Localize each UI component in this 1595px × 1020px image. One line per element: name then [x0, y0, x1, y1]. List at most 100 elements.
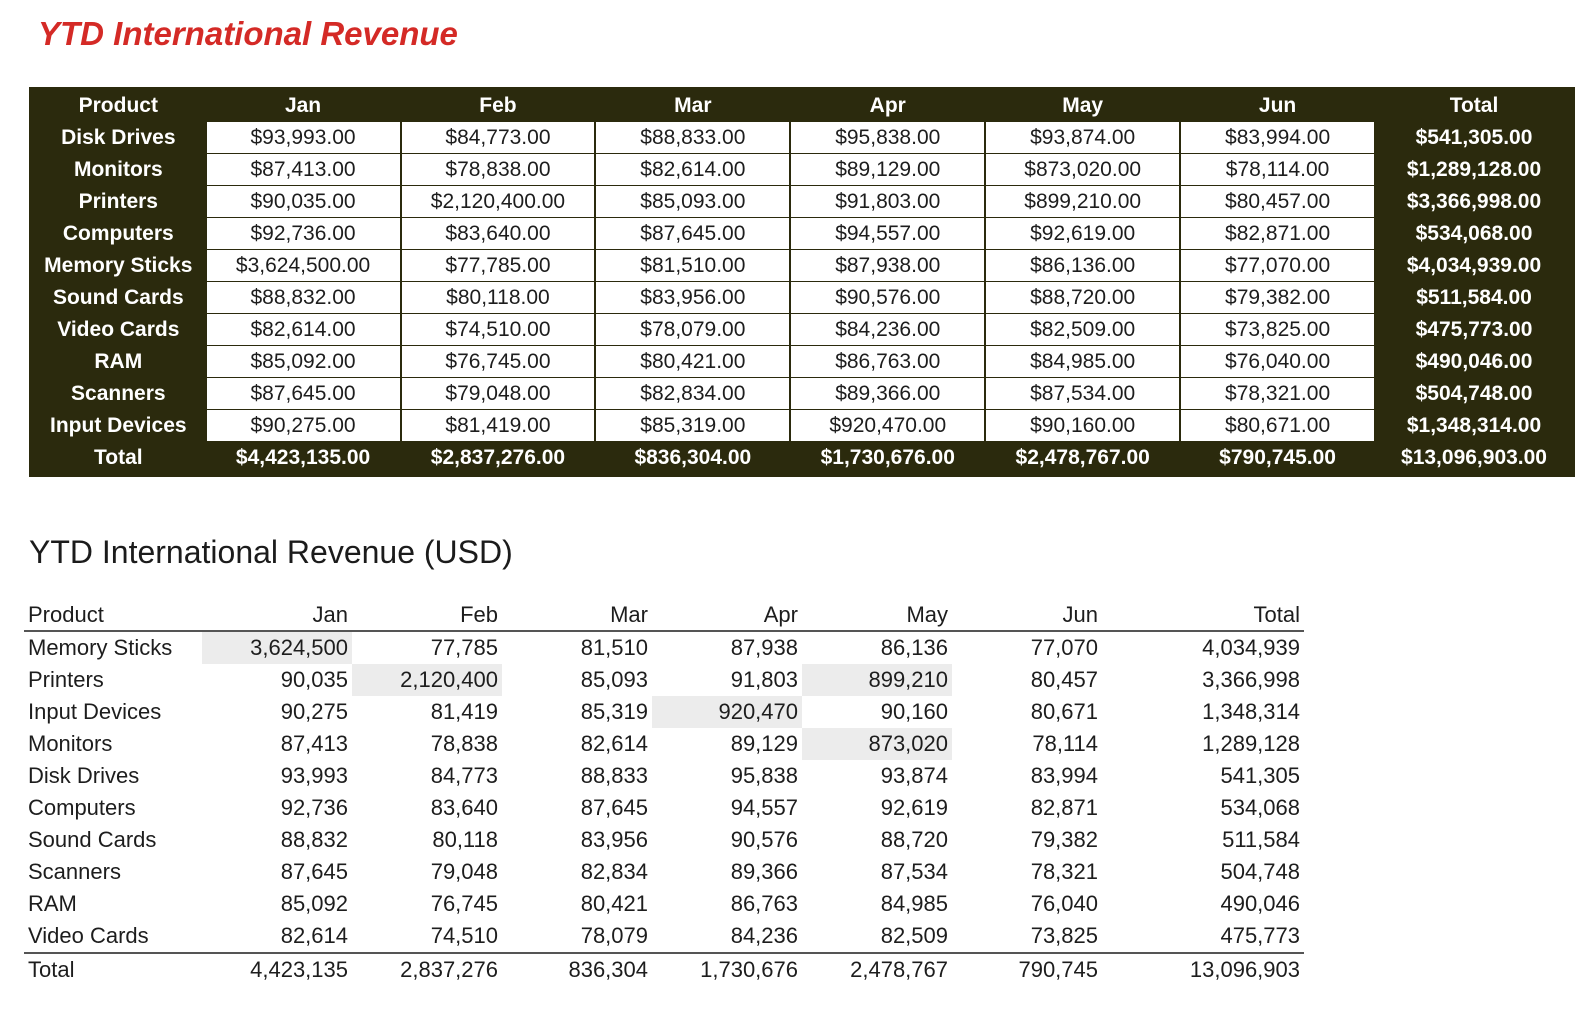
revenue-cell: 80,457 — [1030, 667, 1098, 692]
row-total-cell: $475,773.00 — [1376, 314, 1572, 346]
revenue-cell: 93,874 — [880, 763, 948, 788]
row-total-cell: 534,068 — [1220, 795, 1300, 820]
revenue-cell: $84,236.00 — [791, 314, 987, 346]
row-total-cell: 4,034,939 — [1202, 635, 1300, 660]
row-total-cell: 511,584 — [1222, 827, 1300, 852]
product-name-cell: Computers — [32, 218, 207, 250]
table-row: Disk Drives $93,993.00 $84,773.00 $88,833.0… — [32, 122, 1572, 154]
column-header: Mar — [596, 90, 792, 122]
revenue-cell: $85,093.00 — [596, 186, 792, 218]
revenue-cell: 84,236 — [730, 923, 798, 948]
revenue-cell: $92,619.00 — [986, 218, 1182, 250]
revenue-cell: $873,020.00 — [986, 154, 1182, 186]
revenue-cell: $82,614.00 — [596, 154, 792, 186]
revenue-cell: 87,645 — [580, 795, 648, 820]
revenue-cell: 90,576 — [730, 827, 798, 852]
row-total-cell: $4,034,939.00 — [1376, 250, 1572, 282]
column-header: Total — [1376, 90, 1572, 122]
table-header-row: Product Jan Feb Mar Apr May Jun Total — [32, 90, 1572, 122]
row-total-cell: $490,046.00 — [1376, 346, 1572, 378]
table-header-row: Product Jan Feb Mar Apr May Jun Total — [24, 600, 1304, 632]
revenue-cell: $78,079.00 — [596, 314, 792, 346]
column-header: May — [986, 90, 1182, 122]
revenue-cell: 94,557 — [730, 795, 798, 820]
revenue-cell: $87,645.00 — [206, 378, 402, 410]
table-row: Printers $90,035.00 $2,120,400.00 $85,093.0… — [32, 186, 1572, 218]
product-name-cell: Input Devices — [28, 699, 162, 724]
plain-table-body: Memory Sticks 3,624,500 77,785 81,510 87,938… — [24, 631, 1304, 986]
table-row: Memory Sticks $3,624,500.00 $77,785.00 $81,… — [32, 250, 1572, 282]
revenue-cell: 89,129 — [730, 731, 798, 756]
revenue-cell: 83,956 — [580, 827, 648, 852]
revenue-cell: 81,510 — [580, 635, 648, 660]
revenue-cell: $3,624,500.00 — [206, 250, 402, 282]
row-total-cell: $3,366,998.00 — [1376, 186, 1572, 218]
column-total-cell: 4,423,135 — [202, 952, 352, 986]
revenue-cell: $76,040.00 — [1181, 346, 1377, 378]
revenue-cell: 78,838 — [430, 731, 498, 756]
row-total-cell: $504,748.00 — [1376, 378, 1572, 410]
product-name-cell: Disk Drives — [32, 122, 207, 154]
revenue-cell: 85,319 — [580, 699, 648, 724]
revenue-cell: 73,825 — [1030, 923, 1098, 948]
revenue-cell: 2,120,400 — [352, 664, 502, 696]
revenue-cell: 90,275 — [280, 699, 348, 724]
revenue-cell: $91,803.00 — [791, 186, 987, 218]
revenue-cell: 89,366 — [730, 859, 798, 884]
column-total-cell: 836,304 — [502, 952, 652, 986]
column-header: Jan — [206, 90, 402, 122]
table-row: Monitors 87,413 78,838 82,614 89,129 873,020 7… — [24, 728, 1304, 760]
total-row: Total $4,423,135.00 $2,837,276.00 $836,304.… — [32, 442, 1572, 474]
revenue-cell: $90,576.00 — [791, 282, 987, 314]
column-total-cell: $13,096,903.00 — [1376, 442, 1572, 474]
revenue-cell: 76,745 — [430, 891, 498, 916]
revenue-cell: $80,118.00 — [401, 282, 597, 314]
table-row: Computers 92,736 83,640 87,645 94,557 92,619 8… — [24, 792, 1304, 824]
revenue-cell: $89,129.00 — [791, 154, 987, 186]
revenue-cell: 91,803 — [730, 667, 798, 692]
column-header: Feb — [401, 90, 597, 122]
column-header: Product — [24, 600, 202, 632]
revenue-cell: $77,070.00 — [1181, 250, 1377, 282]
column-total-cell: 13,096,903 — [1102, 952, 1304, 986]
column-header: Apr — [791, 90, 987, 122]
revenue-cell: $95,838.00 — [791, 122, 987, 154]
column-header: May — [802, 600, 952, 632]
column-header: Feb — [352, 600, 502, 632]
revenue-cell: $87,938.00 — [791, 250, 987, 282]
styled-revenue-table: Product Jan Feb Mar Apr May Jun Total Di… — [29, 87, 1575, 477]
revenue-cell: $90,275.00 — [206, 410, 402, 442]
revenue-cell: 80,671 — [1030, 699, 1098, 724]
revenue-cell: 92,619 — [880, 795, 948, 820]
row-total-cell: 490,046 — [1220, 891, 1300, 916]
revenue-cell: 87,413 — [280, 731, 348, 756]
column-header: Mar — [502, 600, 652, 632]
row-total-cell: $534,068.00 — [1376, 218, 1572, 250]
column-header: Jan — [202, 600, 352, 632]
product-name-cell: Sound Cards — [32, 282, 207, 314]
revenue-cell: $94,557.00 — [791, 218, 987, 250]
revenue-cell: 86,136 — [880, 635, 948, 660]
revenue-cell: 77,070 — [1030, 635, 1098, 660]
row-total-cell: 504,748 — [1220, 859, 1300, 884]
revenue-cell: 84,773 — [430, 763, 498, 788]
product-name-cell: Printers — [32, 186, 207, 218]
revenue-cell: 95,838 — [730, 763, 798, 788]
table-row: Video Cards $82,614.00 $74,510.00 $78,079.0… — [32, 314, 1572, 346]
product-name-cell: Scanners — [32, 378, 207, 410]
revenue-cell: 82,614 — [580, 731, 648, 756]
revenue-cell: 83,994 — [1030, 763, 1098, 788]
revenue-cell: $80,421.00 — [596, 346, 792, 378]
column-total-cell: 790,745 — [952, 952, 1102, 986]
product-name-cell: Disk Drives — [28, 763, 140, 788]
revenue-cell: 78,321 — [1030, 859, 1098, 884]
product-name-cell: Video Cards — [32, 314, 207, 346]
column-total-cell: $2,837,276.00 — [401, 442, 597, 474]
column-total-cell: 1,730,676 — [652, 952, 802, 986]
revenue-cell: $920,470.00 — [791, 410, 987, 442]
revenue-cell: $89,366.00 — [791, 378, 987, 410]
product-name-cell: Memory Sticks — [28, 635, 173, 660]
revenue-cell: $85,092.00 — [206, 346, 402, 378]
revenue-cell: 92,736 — [280, 795, 348, 820]
revenue-cell: 87,645 — [280, 859, 348, 884]
